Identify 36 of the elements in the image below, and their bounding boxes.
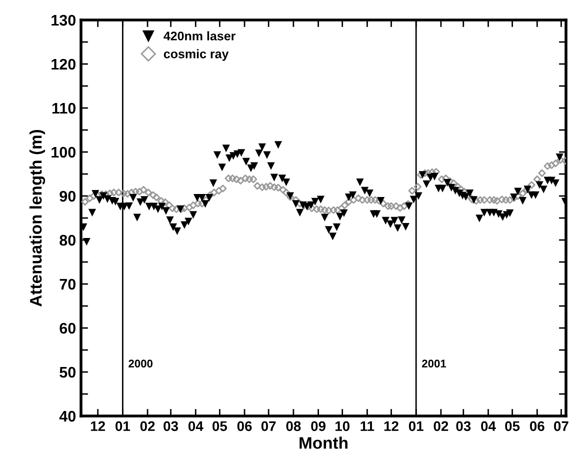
x-tick-label: 03 (456, 421, 471, 432)
y-tick-label: 90 (60, 190, 76, 202)
x-tick-label: 07 (261, 421, 276, 432)
y-tick-label: 130 (52, 14, 76, 26)
ref-line-label: 2000 (128, 360, 153, 368)
x-tick-label: 10 (335, 421, 350, 432)
x-tick-label: 08 (286, 421, 301, 432)
x-tick-label: 03 (164, 421, 178, 432)
x-tick-label: 07 (554, 421, 568, 432)
y-tick-label: 70 (60, 278, 76, 290)
x-tick-label: 05 (505, 421, 520, 432)
y-tick-label: 80 (60, 234, 76, 246)
x-tick-label: 11 (360, 421, 374, 431)
x-axis-title: Month (300, 436, 348, 449)
x-tick-label: 02 (434, 421, 448, 432)
y-axis-title: Attenuation length (m) (29, 130, 46, 306)
x-tick-label: 01 (408, 421, 424, 432)
x-tick-label: 02 (140, 421, 155, 432)
x-tick-label: 12 (384, 421, 398, 431)
x-tick-label: 04 (188, 421, 204, 432)
legend-label: 420nm laser (164, 31, 236, 40)
ref-line-label: 2001 (422, 360, 446, 368)
y-tick-label: 60 (60, 322, 76, 334)
y-tick-label: 110 (52, 102, 76, 114)
x-tick-label: 05 (212, 421, 228, 432)
x-tick-label: 06 (237, 421, 252, 432)
y-tick-label: 120 (52, 58, 76, 70)
x-tick-label: 12 (90, 421, 106, 431)
x-tick-label: 01 (116, 421, 130, 432)
x-tick-label: 04 (481, 421, 496, 432)
legend-label: cosmic ray (164, 49, 229, 61)
x-tick-label: 06 (530, 421, 544, 432)
x-tick-label: 09 (311, 421, 326, 432)
y-tick-label: 50 (60, 366, 76, 378)
y-tick-label: 40 (59, 410, 76, 422)
y-tick-label: 100 (52, 146, 76, 158)
